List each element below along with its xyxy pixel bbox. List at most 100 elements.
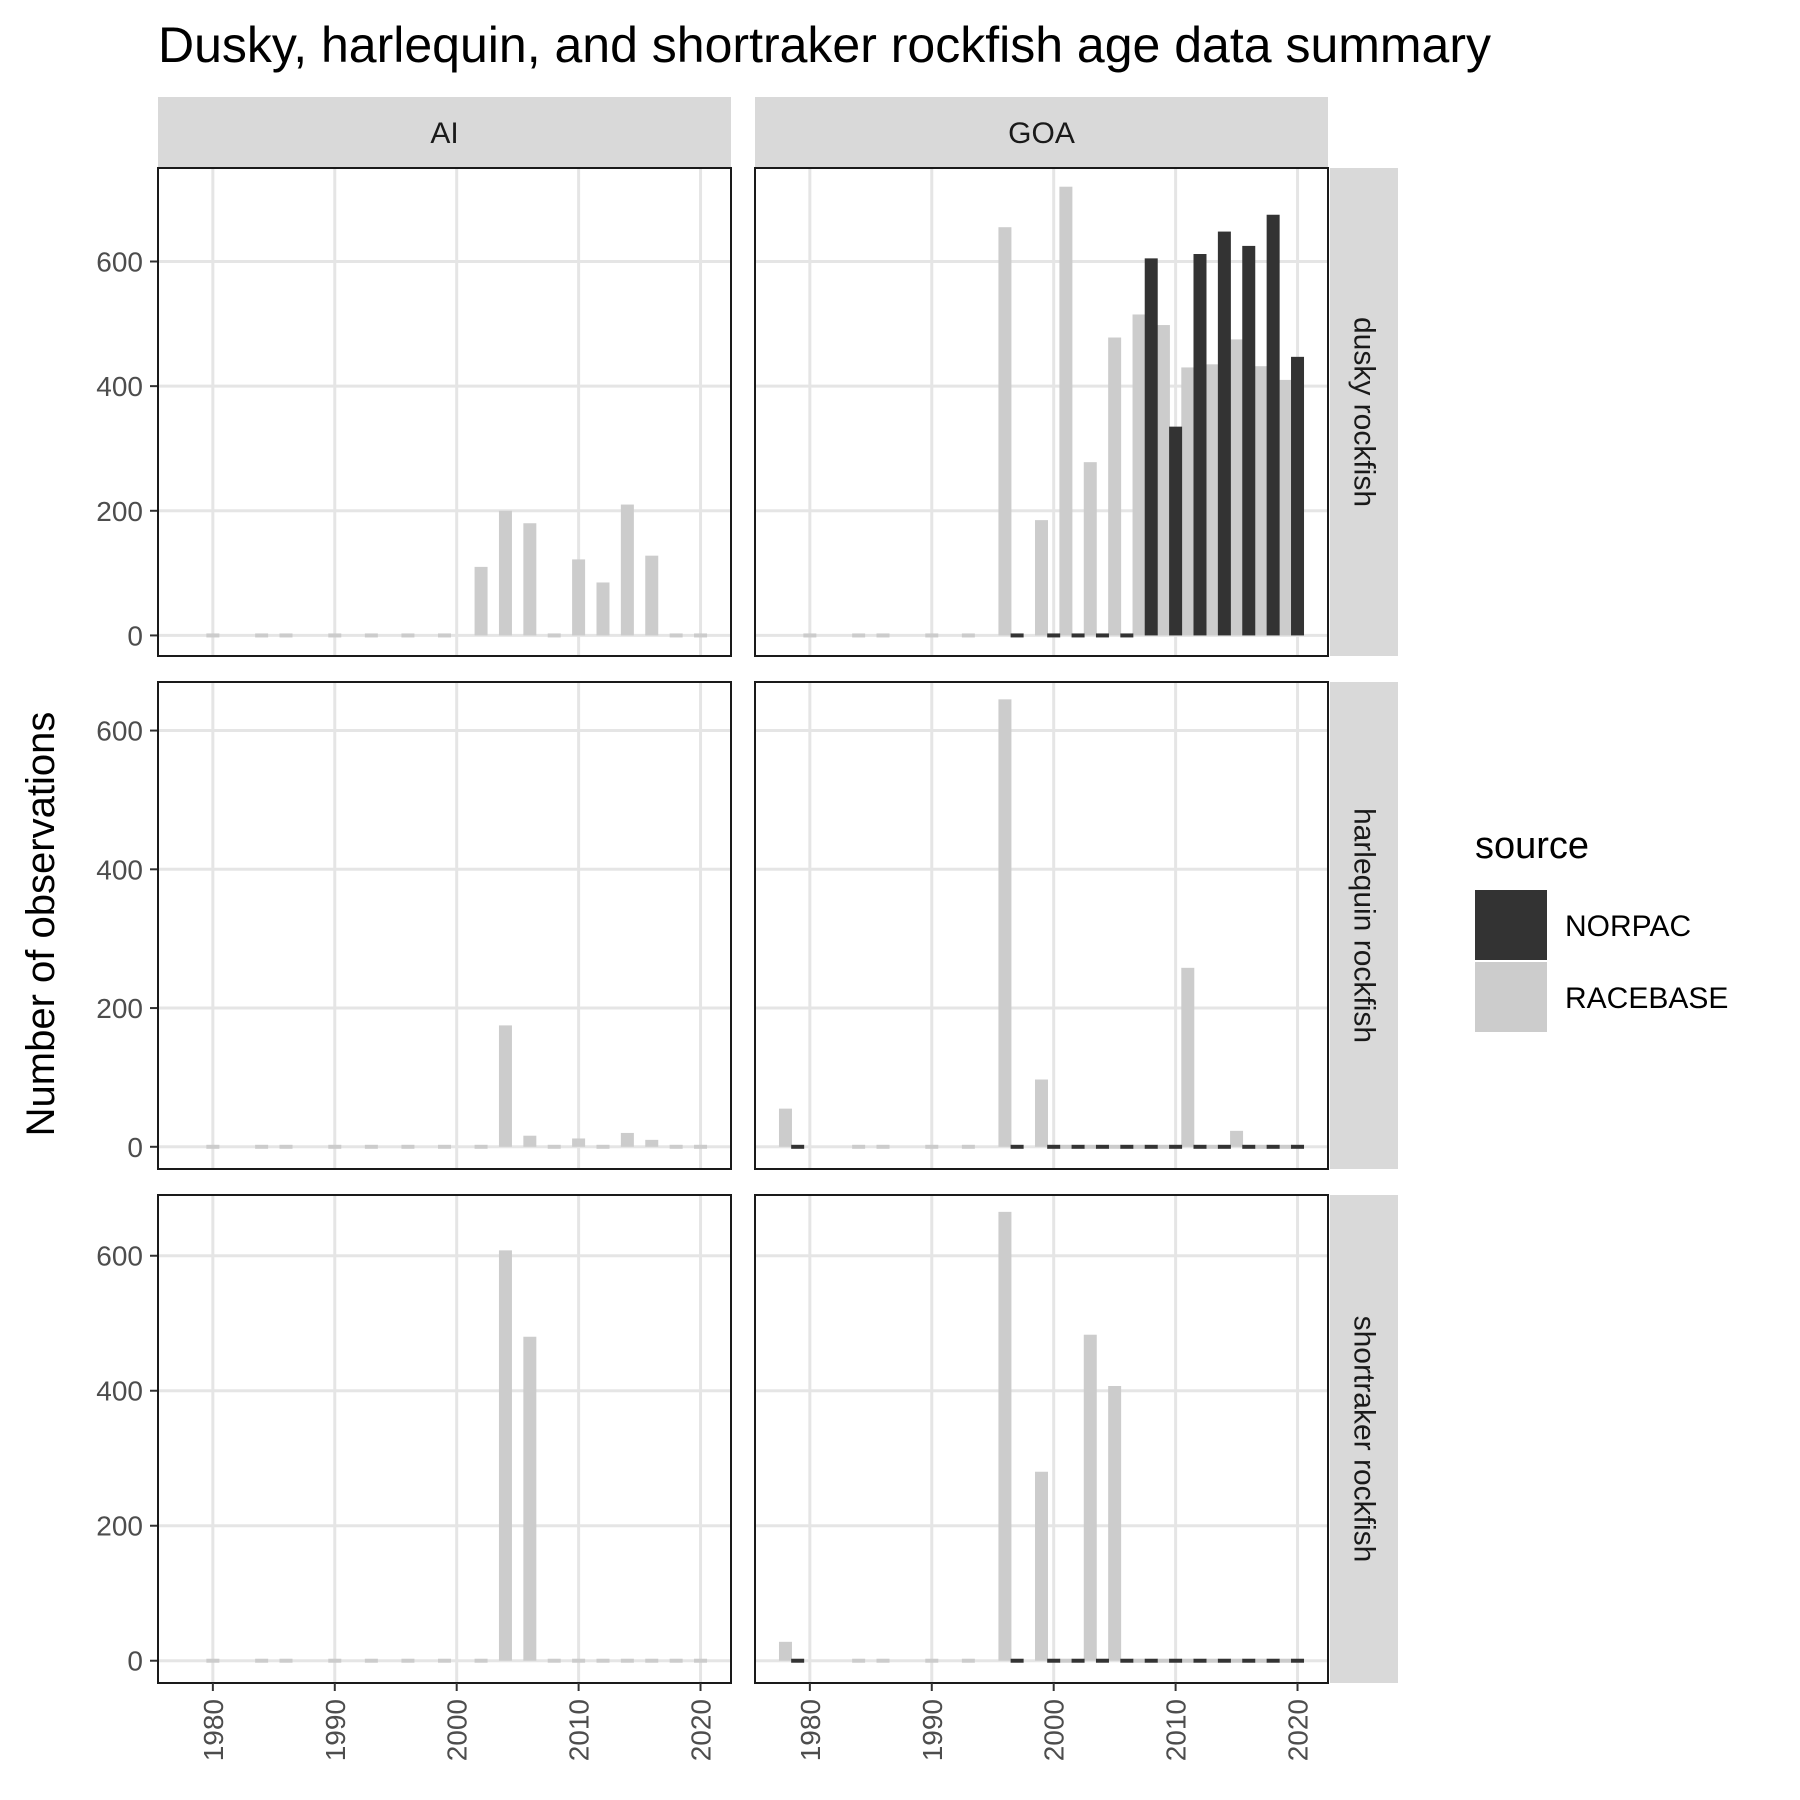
bar-racebase	[364, 1658, 378, 1663]
bar-norpac	[1144, 258, 1158, 636]
bar-racebase	[438, 1658, 451, 1663]
panel-goa-harlequin-rockfish	[754, 681, 1329, 1170]
bar-racebase	[645, 1139, 659, 1147]
bar-racebase	[852, 1658, 866, 1663]
panel-border	[754, 681, 1329, 1170]
bar-racebase	[328, 1658, 342, 1663]
y-tick-label: 600	[96, 246, 143, 277]
bar-racebase	[1230, 339, 1244, 636]
bar-norpac	[1095, 1658, 1109, 1663]
bar-racebase	[279, 1144, 293, 1149]
bar-racebase	[1132, 1658, 1146, 1663]
bar-racebase	[803, 633, 817, 638]
x-tick-label: 1990	[320, 1699, 351, 1761]
bar-racebase	[1083, 1144, 1097, 1149]
bar-norpac	[1010, 633, 1024, 638]
bar-racebase	[1156, 1658, 1170, 1663]
legend-key-norpac	[1475, 890, 1547, 960]
bar-racebase	[596, 1144, 610, 1149]
bar-norpac	[1071, 1144, 1085, 1149]
bar-racebase	[401, 1144, 415, 1149]
bar-norpac	[1242, 1658, 1256, 1663]
legend-key-racebase	[1475, 962, 1547, 1032]
bar-racebase	[1278, 379, 1292, 636]
bar-racebase	[547, 1658, 561, 1663]
bar-racebase	[1254, 366, 1268, 636]
bar-racebase	[1108, 1144, 1122, 1149]
bar-norpac	[1266, 1144, 1280, 1149]
bar-racebase	[1278, 1144, 1292, 1149]
y-tick-label: 200	[96, 496, 143, 527]
bar-racebase	[1035, 1079, 1048, 1147]
bar-racebase	[498, 510, 512, 636]
bar-racebase	[852, 1144, 866, 1149]
panel-border	[157, 681, 732, 1170]
bar-norpac	[1144, 1144, 1158, 1149]
panels-layer: AI GOA dusky rockfish harlequin rockfish sho…	[96, 97, 1398, 1761]
row-strip-label: dusky rockfish	[1348, 317, 1381, 507]
bar-racebase	[1205, 1144, 1219, 1149]
bar-racebase	[596, 1658, 610, 1663]
y-tick-label: 400	[96, 371, 143, 402]
y-tick-label: 400	[96, 1376, 143, 1407]
bar-racebase	[206, 633, 220, 638]
bar-racebase	[474, 1144, 488, 1149]
row-strip	[1330, 682, 1398, 1169]
bar-racebase	[998, 699, 1012, 1147]
bar-racebase	[694, 1658, 708, 1663]
panel-border	[157, 167, 732, 657]
y-tick-label: 200	[96, 1511, 143, 1542]
bar-racebase	[998, 1211, 1012, 1661]
bar-racebase	[876, 633, 890, 638]
x-tick-label: 2020	[1283, 1699, 1314, 1761]
panel-goa-shortraker-rockfish: 1980 1990 2000 2010 2020	[754, 1194, 1329, 1761]
bar-racebase	[1278, 1658, 1292, 1663]
bar-racebase	[474, 566, 488, 636]
bar-norpac	[1291, 356, 1305, 636]
bar-norpac	[1217, 1144, 1231, 1149]
bar-racebase	[925, 1144, 939, 1149]
bar-norpac	[1193, 1144, 1207, 1149]
bar-racebase	[961, 633, 975, 638]
column-strip-label: AI	[430, 117, 458, 150]
bar-racebase	[620, 504, 634, 636]
legend-label-racebase: RACEBASE	[1565, 982, 1728, 1015]
bar-norpac	[1010, 1658, 1024, 1663]
y-tick-label: 600	[96, 716, 143, 747]
bar-racebase	[1181, 1658, 1195, 1663]
y-tick-label: 0	[127, 1132, 143, 1163]
bar-racebase	[1035, 520, 1048, 636]
bar-norpac	[1193, 254, 1207, 636]
column-strip-label: GOA	[1008, 117, 1075, 150]
legend-label-norpac: NORPAC	[1565, 910, 1691, 943]
bar-racebase	[572, 1658, 586, 1663]
bar-norpac	[1120, 1144, 1134, 1149]
x-tick-label: 2010	[1161, 1699, 1192, 1761]
x-tick-label: 2000	[1039, 1699, 1070, 1761]
bar-norpac	[791, 1658, 805, 1663]
bar-racebase	[1156, 325, 1170, 636]
bar-racebase	[523, 1135, 537, 1147]
bar-racebase	[998, 227, 1012, 636]
bar-racebase	[1205, 364, 1219, 636]
bar-racebase	[474, 1658, 488, 1663]
bar-racebase	[778, 1641, 792, 1661]
bar-racebase	[778, 1108, 792, 1147]
bar-racebase	[620, 1658, 634, 1663]
bar-racebase	[572, 559, 586, 636]
panel-border	[157, 1194, 732, 1684]
x-tick-label: 1990	[917, 1699, 948, 1761]
panel-ai-dusky-rockfish: 0 200 400 600	[96, 167, 732, 657]
panel-ai-harlequin-rockfish: 0 200 400 600	[96, 681, 732, 1170]
bar-racebase	[1083, 462, 1097, 636]
bar-racebase	[925, 1658, 939, 1663]
bar-racebase	[523, 1336, 537, 1661]
bar-racebase	[255, 1144, 269, 1149]
bar-racebase	[852, 633, 866, 638]
bar-racebase	[620, 1132, 634, 1147]
bar-norpac	[1120, 633, 1134, 638]
bar-norpac	[1047, 1144, 1061, 1149]
bar-norpac	[1169, 1658, 1183, 1663]
x-tick-label: 1980	[198, 1699, 229, 1761]
y-axis-label: Number of observations	[19, 712, 63, 1137]
